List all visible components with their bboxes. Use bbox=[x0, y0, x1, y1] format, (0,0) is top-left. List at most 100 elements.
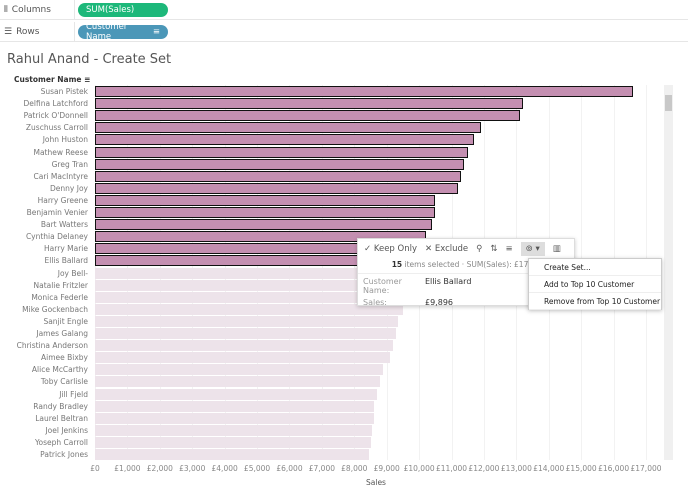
sort-desc-icon[interactable]: ≡ bbox=[505, 244, 513, 254]
x-tick-label: £5,000 bbox=[243, 464, 271, 473]
selection-info: 15 items selected · SUM(Sales): £173,0 bbox=[358, 260, 574, 274]
x-tick-label: £4,000 bbox=[211, 464, 238, 473]
keep-only-button[interactable]: ✓ Keep Only bbox=[364, 244, 418, 254]
bar[interactable] bbox=[95, 364, 384, 376]
bar[interactable] bbox=[95, 388, 377, 400]
bar[interactable] bbox=[95, 303, 403, 315]
sum-sales-pill[interactable]: SUM(Sales) bbox=[78, 2, 168, 17]
bar[interactable] bbox=[95, 279, 410, 291]
bar[interactable] bbox=[95, 328, 397, 339]
bar[interactable] bbox=[95, 134, 475, 146]
link-icon[interactable]: ⚲ bbox=[476, 244, 483, 254]
x-tick-label: £13,000 bbox=[500, 464, 532, 473]
row-label[interactable]: Harry Marie bbox=[44, 244, 88, 254]
vertical-scrollbar[interactable] bbox=[664, 85, 673, 460]
row-label[interactable]: Alice McCarthy bbox=[31, 365, 88, 375]
sort-icon[interactable]: ≡ bbox=[84, 75, 91, 84]
menu-add-to-set[interactable]: Add to Top 10 Customer bbox=[529, 276, 661, 293]
bar[interactable] bbox=[95, 267, 413, 279]
bar[interactable] bbox=[95, 219, 433, 231]
bar[interactable] bbox=[95, 182, 458, 194]
row-label[interactable]: Cynthia Delaney bbox=[25, 232, 88, 242]
x-tick-label: £10,000 bbox=[403, 464, 435, 473]
sheet-title: Rahul Anand - Create Set bbox=[7, 52, 172, 67]
rows-shelf: ☰ Rows Customer Name ≡ bbox=[0, 22, 688, 42]
row-label[interactable]: John Huston bbox=[42, 135, 88, 145]
row-label[interactable]: Harry Greene bbox=[37, 195, 88, 205]
row-label[interactable]: Natalie Fritzler bbox=[33, 280, 88, 290]
row-label[interactable]: Jill Fjeld bbox=[59, 389, 88, 399]
row-label[interactable]: Joy Bell- bbox=[57, 268, 88, 278]
bar[interactable] bbox=[95, 315, 399, 327]
bar[interactable] bbox=[95, 424, 373, 436]
row-label[interactable]: Denny Joy bbox=[50, 183, 88, 193]
x-tick-label: £14,000 bbox=[533, 464, 565, 473]
sort-asc-icon[interactable]: ⇅ bbox=[490, 244, 498, 254]
set-menu: Create Set... Add to Top 10 Customer Rem… bbox=[528, 258, 662, 310]
row-label[interactable]: James Galang bbox=[36, 329, 88, 338]
x-tick-label: £6,000 bbox=[276, 464, 303, 473]
row-label[interactable]: Mike Gockenbach bbox=[22, 304, 88, 314]
row-label[interactable]: Greg Tran bbox=[51, 159, 88, 169]
menu-remove-from-set[interactable]: Remove from Top 10 Customer bbox=[529, 293, 661, 310]
x-tick-label: £8,000 bbox=[341, 464, 368, 473]
view-data-icon[interactable]: ▥ bbox=[552, 244, 561, 254]
x-tick-label: £15,000 bbox=[565, 464, 597, 473]
tooltip-customer: Ellis Ballard bbox=[425, 277, 472, 286]
row-label[interactable]: Randy Bradley bbox=[33, 401, 88, 411]
bar[interactable] bbox=[95, 158, 465, 170]
row-label[interactable]: Christina Anderson bbox=[16, 341, 88, 351]
x-tick-label: £3,000 bbox=[179, 464, 206, 473]
x-tick-label: £11,000 bbox=[436, 464, 468, 473]
bar[interactable] bbox=[95, 291, 407, 303]
bar[interactable] bbox=[95, 122, 481, 134]
bar[interactable] bbox=[95, 352, 390, 364]
row-label[interactable]: Ellis Ballard bbox=[44, 256, 89, 266]
scroll-thumb[interactable] bbox=[665, 95, 672, 111]
bar[interactable] bbox=[95, 400, 374, 412]
x-tick-label: £2,000 bbox=[146, 464, 173, 473]
exclude-button[interactable]: ✕ Exclude bbox=[425, 244, 469, 254]
row-label[interactable]: Laurel Beltran bbox=[35, 413, 88, 423]
customer-name-pill[interactable]: Customer Name ≡ bbox=[78, 22, 168, 42]
row-label[interactable]: Sanjit Engle bbox=[43, 316, 88, 326]
row-label[interactable]: Toby Carlisle bbox=[40, 377, 88, 387]
bar[interactable] bbox=[95, 340, 394, 352]
x-tick-label: £17,000 bbox=[630, 464, 662, 473]
row-label[interactable]: Patrick O'Donnell bbox=[23, 111, 88, 121]
bar[interactable] bbox=[95, 436, 371, 448]
row-label[interactable]: Zuschuss Carroll bbox=[25, 123, 88, 133]
x-axis-label: Sales bbox=[366, 478, 386, 487]
row-label[interactable]: Delfina Latchford bbox=[23, 99, 88, 109]
bar[interactable] bbox=[95, 98, 523, 110]
rows-icon: ☰ bbox=[4, 26, 13, 37]
bar[interactable] bbox=[95, 146, 468, 158]
bar[interactable] bbox=[95, 86, 634, 97]
row-label[interactable]: Yoseph Carroll bbox=[34, 437, 88, 447]
bar[interactable] bbox=[95, 412, 374, 424]
row-label[interactable]: Bart Watters bbox=[40, 220, 88, 230]
menu-create-set[interactable]: Create Set... bbox=[529, 259, 661, 276]
x-tick-label: £7,000 bbox=[308, 464, 335, 473]
row-label[interactable]: Cari MacIntyre bbox=[33, 171, 88, 181]
row-label[interactable]: Patrick Jones bbox=[40, 450, 88, 459]
bar[interactable] bbox=[95, 231, 426, 243]
bar[interactable] bbox=[95, 207, 436, 218]
bar[interactable] bbox=[95, 194, 436, 206]
x-tick-label: £9,000 bbox=[373, 464, 400, 473]
row-label[interactable]: Joel Jenkins bbox=[45, 425, 88, 435]
bar[interactable] bbox=[95, 170, 462, 182]
bar[interactable] bbox=[95, 110, 520, 122]
row-label[interactable]: Monica Federle bbox=[31, 292, 88, 302]
columns-icon: ⫴ bbox=[4, 4, 8, 15]
bar[interactable] bbox=[95, 376, 381, 388]
sort-icon[interactable]: ≡ bbox=[152, 26, 160, 37]
row-label[interactable]: Aimee Bixby bbox=[41, 353, 88, 363]
row-header[interactable]: Customer Name ≡ bbox=[14, 75, 91, 84]
row-label[interactable]: Mathew Reese bbox=[33, 147, 88, 157]
row-label[interactable]: Benjamin Venier bbox=[26, 208, 88, 217]
row-label[interactable]: Susan Pistek bbox=[40, 87, 88, 96]
set-icon[interactable]: ⊚ ▾ bbox=[520, 242, 545, 256]
bar[interactable] bbox=[95, 449, 369, 460]
tooltip-sales: £9,896 bbox=[425, 298, 453, 307]
